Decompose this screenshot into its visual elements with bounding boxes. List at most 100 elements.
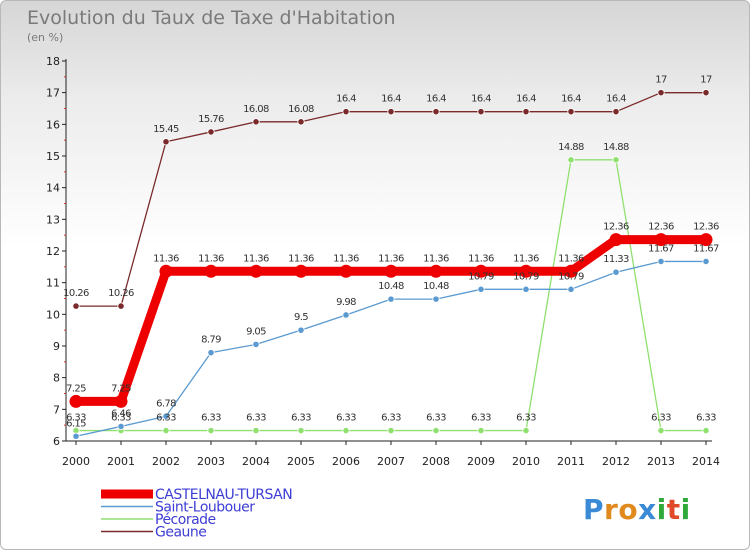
data-point-p-corade (702, 426, 710, 435)
data-point-saint-loubouer (567, 285, 575, 293)
data-label-geaune: 10.26 (108, 288, 134, 299)
data-label-geaune: 16.08 (243, 104, 269, 115)
data-point-geaune (657, 89, 665, 97)
x-tick-label: 2014 (692, 455, 720, 468)
data-label-geaune: 16.4 (561, 94, 581, 105)
x-tick-label: 2001 (107, 455, 135, 468)
brand-logo: Proxiti (583, 493, 691, 526)
data-point-geaune (612, 108, 620, 116)
brand-letter: r (604, 493, 618, 526)
data-point-saint-loubouer (612, 268, 620, 276)
x-tick-label: 2004 (242, 455, 270, 468)
y-unit-label: (en %) (27, 31, 64, 44)
data-label-saint-loubouer: 11.67 (693, 243, 719, 254)
y-tick-label: 11 (46, 277, 60, 290)
y-tick-label: 8 (53, 372, 60, 385)
data-label-saint-loubouer: 10.79 (468, 271, 494, 282)
data-label-castelnau-tursan: 12.36 (603, 222, 629, 233)
y-tick-label: 7 (53, 403, 60, 416)
y-tick-label: 6 (53, 435, 60, 448)
data-point-geaune (432, 108, 440, 116)
data-point-geaune (342, 108, 350, 116)
y-tick-label: 18 (46, 55, 60, 68)
y-tick-label: 13 (46, 213, 60, 226)
data-label-castelnau-tursan: 11.36 (468, 253, 494, 264)
data-label-castelnau-tursan: 7.25 (66, 383, 86, 394)
y-tick-label: 17 (46, 87, 60, 100)
y-tick-label: 15 (46, 150, 60, 163)
data-point-p-corade (567, 156, 575, 164)
data-label-saint-loubouer: 9.98 (336, 297, 356, 308)
data-label-geaune: 16.4 (606, 94, 626, 105)
x-tick-label: 2013 (647, 455, 675, 468)
x-tick-label: 2007 (377, 455, 405, 468)
data-label-p-corade: 6.33 (111, 413, 131, 424)
data-label-castelnau-tursan: 11.36 (333, 253, 359, 264)
data-point-saint-loubouer (387, 295, 395, 303)
x-tick-label: 2008 (422, 455, 450, 468)
data-point-geaune (477, 108, 485, 116)
data-label-saint-loubouer: 11.33 (603, 254, 629, 265)
data-label-castelnau-tursan: 7.25 (111, 383, 131, 394)
data-label-p-corade: 6.33 (291, 413, 311, 424)
data-label-saint-loubouer: 9.5 (294, 312, 308, 323)
data-label-castelnau-tursan: 11.36 (243, 253, 269, 264)
data-point-p-corade (477, 426, 485, 435)
data-point-castelnau-tursan (474, 264, 488, 278)
data-point-geaune (72, 302, 80, 310)
data-point-castelnau-tursan (294, 264, 308, 278)
data-label-saint-loubouer: 10.48 (423, 281, 449, 292)
data-label-geaune: 15.76 (198, 114, 224, 125)
data-label-geaune: 16.4 (381, 94, 401, 105)
data-point-saint-loubouer (702, 257, 710, 266)
data-point-castelnau-tursan (564, 264, 578, 278)
data-label-saint-loubouer: 10.48 (378, 281, 404, 292)
data-label-p-corade: 6.33 (516, 413, 536, 424)
legend-label-saint-loubouer: Saint-Loubouer (155, 500, 255, 516)
legend-label-castelnau-tursan: CASTELNAU-TURSAN (155, 487, 292, 503)
data-point-p-corade (522, 426, 530, 435)
data-label-geaune: 10.26 (63, 288, 89, 299)
data-label-castelnau-tursan: 12.36 (693, 222, 719, 233)
data-point-p-corade (432, 426, 440, 435)
data-label-castelnau-tursan: 11.36 (378, 253, 404, 264)
data-point-p-corade (297, 426, 305, 435)
data-label-p-corade: 6.33 (246, 413, 266, 424)
data-point-geaune (297, 118, 305, 126)
data-point-castelnau-tursan (114, 394, 128, 408)
data-point-saint-loubouer (477, 285, 485, 293)
data-point-castelnau-tursan (204, 264, 218, 278)
data-point-saint-loubouer (657, 257, 665, 266)
y-tick-label: 14 (46, 182, 60, 195)
x-tick-label: 2011 (557, 455, 585, 468)
data-point-geaune (207, 128, 215, 136)
data-label-castelnau-tursan: 11.36 (153, 253, 179, 264)
data-label-p-corade: 14.88 (558, 142, 584, 153)
y-tick-label: 16 (46, 118, 60, 131)
brand-letter: P (583, 493, 604, 526)
x-tick-label: 2009 (467, 455, 495, 468)
data-point-geaune (522, 108, 530, 116)
data-point-saint-loubouer (207, 349, 215, 357)
data-point-saint-loubouer (522, 285, 530, 293)
data-point-castelnau-tursan (339, 264, 353, 278)
data-point-saint-loubouer (342, 311, 350, 319)
data-label-p-corade: 6.33 (66, 413, 86, 424)
data-point-castelnau-tursan (69, 394, 83, 408)
y-tick-label: 9 (53, 340, 60, 353)
chart-title: Evolution du Taux de Taxe d'Habitation (27, 7, 396, 29)
data-label-p-corade: 6.33 (201, 413, 221, 424)
x-tick-label: 2000 (62, 455, 90, 468)
data-point-saint-loubouer (297, 326, 305, 334)
data-label-geaune: 16.4 (471, 94, 491, 105)
data-point-castelnau-tursan (159, 264, 173, 278)
data-label-p-corade: 6.33 (381, 413, 401, 424)
data-label-saint-loubouer: 8.79 (201, 335, 221, 346)
data-point-castelnau-tursan (384, 264, 398, 278)
data-label-p-corade: 6.33 (156, 413, 176, 424)
brand-letter: o (618, 493, 638, 526)
data-label-p-corade: 6.33 (336, 413, 356, 424)
data-label-geaune: 15.45 (153, 124, 179, 135)
